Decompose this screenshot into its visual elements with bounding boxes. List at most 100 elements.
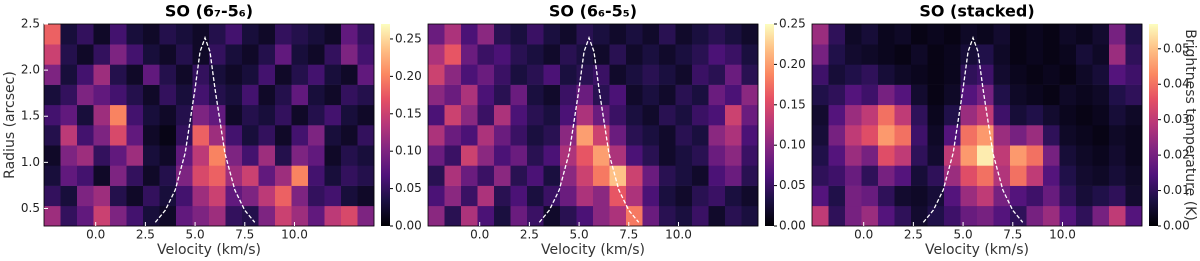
heatmap-cell — [93, 104, 111, 126]
heatmap-cell — [741, 205, 759, 227]
heatmap-cell — [324, 125, 342, 146]
heatmap-cell — [143, 104, 160, 126]
heatmap-cell — [960, 84, 978, 106]
colorbar — [381, 24, 390, 226]
heatmap-cell — [477, 125, 495, 146]
heatmap-cell — [560, 125, 577, 146]
heatmap-cell — [44, 44, 61, 65]
heatmap-cell — [845, 24, 862, 45]
heatmap-cell — [1092, 44, 1110, 65]
heatmap-cell — [560, 84, 577, 106]
heatmap-cell — [527, 145, 544, 166]
colorbar-label: Brightness temperature (K) — [1182, 29, 1198, 221]
heatmap-cell — [1076, 125, 1093, 146]
heatmap-cell — [1076, 84, 1093, 106]
heatmap-cell — [642, 104, 660, 126]
heatmap-cell — [242, 24, 259, 45]
colorbar-tick-label: 0.20 — [395, 69, 422, 83]
heatmap-cell — [44, 165, 61, 186]
heatmap-cell — [110, 84, 127, 106]
heatmap-cell — [341, 185, 358, 207]
heatmap-cell — [861, 104, 879, 126]
heatmap-cell — [461, 44, 478, 65]
heatmap-cell — [357, 24, 375, 45]
heatmap-cell — [725, 64, 742, 85]
heatmap-cell — [494, 104, 511, 126]
heatmap-cell — [77, 44, 94, 65]
heatmap-cell — [291, 145, 309, 166]
heatmap-cell — [477, 24, 495, 45]
heatmap-cell — [77, 145, 94, 166]
heatmap-cell — [225, 64, 243, 85]
heatmap-cell — [1076, 24, 1093, 45]
x-tick-label: 10.0 — [665, 228, 692, 242]
heatmap-cell — [609, 165, 627, 186]
heatmap-cell — [357, 145, 375, 166]
heatmap-cell — [291, 64, 309, 85]
heatmap-cell — [1109, 185, 1126, 207]
heatmap-cell — [444, 165, 462, 186]
heatmap-cell — [741, 24, 759, 45]
heatmap-cell — [960, 125, 978, 146]
heatmap-cell — [911, 145, 928, 166]
heatmap-cell — [960, 64, 978, 85]
heatmap-cell — [977, 205, 994, 227]
heatmap-cell — [543, 104, 561, 126]
x-axis-label: Velocity (km/s) — [157, 242, 261, 258]
heatmap-cell — [60, 165, 78, 186]
heatmap-cell — [626, 24, 643, 45]
heatmap-cell — [626, 104, 643, 126]
heatmap-cell — [357, 205, 375, 227]
x-tick-label: 2.5 — [904, 228, 923, 242]
heatmap-cell — [176, 44, 193, 65]
heatmap-cell — [477, 84, 495, 106]
heatmap-cell — [275, 165, 292, 186]
heatmap-cell — [44, 84, 61, 106]
heatmap-cell — [341, 84, 358, 106]
heatmap-cell — [960, 145, 978, 166]
heatmap-cell — [675, 165, 693, 186]
heatmap-cell — [576, 84, 594, 106]
heatmap-cell — [993, 165, 1011, 186]
heatmap-cell — [291, 84, 309, 106]
x-axis-label: Velocity (km/s) — [925, 242, 1029, 258]
heatmap-cell — [341, 104, 358, 126]
heatmap-cell — [845, 125, 862, 146]
heatmap-cell — [242, 165, 259, 186]
heatmap-cell — [845, 64, 862, 85]
heatmap-cell — [192, 165, 210, 186]
heatmap-cell — [341, 24, 358, 45]
heatmap-cell — [977, 44, 994, 65]
heatmap-cell — [828, 24, 846, 45]
heatmap-cell — [861, 145, 879, 166]
heatmap-cell — [527, 84, 544, 106]
heatmap-cell — [143, 24, 160, 45]
heatmap-cell — [993, 84, 1011, 106]
heatmap-cell — [1125, 44, 1143, 65]
heatmap-cell — [461, 205, 478, 227]
heatmap-cell — [225, 44, 243, 65]
heatmap-cell — [812, 24, 829, 45]
heatmap-cell — [444, 205, 462, 227]
heatmap-cell — [960, 205, 978, 227]
y-tick-label: 2.0 — [21, 63, 40, 77]
heatmap-cell — [275, 205, 292, 227]
heatmap-cell — [357, 64, 375, 85]
heatmap-cell — [828, 44, 846, 65]
heatmap-cell — [828, 165, 846, 186]
heatmap-cell — [861, 185, 879, 207]
heatmap-cell — [960, 44, 978, 65]
heatmap-cell — [944, 205, 961, 227]
heatmap-cell — [477, 104, 495, 126]
heatmap-cell — [609, 24, 627, 45]
heatmap-cell — [1059, 145, 1077, 166]
heatmap-cell — [494, 64, 511, 85]
heatmap-cell — [725, 84, 742, 106]
heatmap-cell — [675, 125, 693, 146]
heatmap-cell — [626, 44, 643, 65]
heatmap-cell — [258, 104, 276, 126]
heatmap-cell — [1109, 44, 1126, 65]
heatmap-cell — [60, 84, 78, 106]
heatmap-cell — [143, 64, 160, 85]
heatmap-cell — [143, 125, 160, 146]
